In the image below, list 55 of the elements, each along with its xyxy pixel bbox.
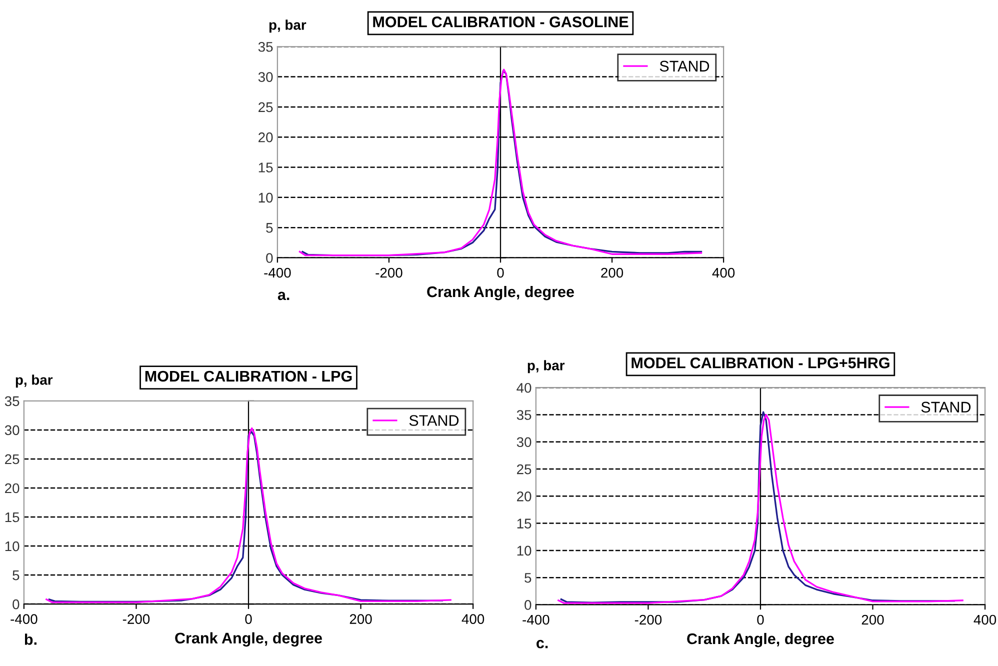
x-axis-title: Crank Angle, degree (427, 286, 574, 300)
x-axis-title: Crank Angle, degree (687, 632, 834, 648)
legend-label: STAND (409, 415, 459, 426)
x-tick-label: -400 (10, 614, 38, 624)
x-tick-label: 400 (462, 614, 484, 624)
legend-label: STAND (660, 60, 710, 72)
x-tick-label: -400 (264, 268, 291, 278)
x-tick-label: 400 (712, 268, 735, 278)
y-tick-label: 15 (517, 518, 532, 528)
x-tick-label: 400 (974, 614, 996, 625)
y-tick-label: 25 (5, 454, 20, 464)
x-tick-label: -200 (376, 268, 402, 278)
y-tick-label: 5 (12, 570, 20, 580)
y-tick-label: 40 (516, 382, 532, 393)
text: c. (536, 640, 548, 648)
chart-title: MODEL CALIBRATION - GASOLINE (373, 16, 628, 28)
x-tick-label: -200 (122, 614, 150, 624)
y-tick-label: 25 (517, 464, 532, 474)
y-tick-label: 0 (266, 253, 273, 263)
y-tick-label: 35 (516, 410, 532, 420)
y-tick-label: 20 (517, 492, 532, 502)
text: b. (24, 634, 36, 645)
y-tick-label: 30 (258, 72, 273, 82)
y-tick-label: 15 (5, 512, 20, 522)
y-axis-title: p, bar (16, 374, 53, 388)
chart-title: MODEL CALIBRATION - LPG+5HRG (632, 358, 890, 368)
y-tick-label: 35 (258, 42, 273, 52)
y-tick-label: 0 (12, 599, 20, 610)
x-tick-label: -400 (522, 614, 550, 625)
y-tick-label: 10 (258, 192, 273, 203)
x-tick-label: 0 (245, 614, 252, 624)
y-tick-label: 15 (258, 162, 273, 172)
y-tick-label: 0 (524, 600, 532, 610)
x-axis-title: Crank Angle, degree (175, 632, 322, 647)
x-tick-label: 200 (350, 614, 372, 624)
y-tick-label: 25 (258, 102, 273, 112)
x-tick-label: 200 (601, 268, 624, 278)
x-tick-label: 200 (862, 614, 884, 625)
y-axis-title: p, bar (269, 20, 306, 33)
y-tick-label: 30 (4, 425, 20, 436)
y-tick-label: 10 (5, 541, 20, 552)
x-tick-label: 0 (757, 614, 764, 625)
y-tick-label: 5 (524, 573, 532, 583)
legend-label: STAND (921, 402, 971, 413)
y-tick-label: 10 (517, 546, 532, 556)
y-tick-label: 20 (5, 483, 20, 494)
x-tick-label: -200 (634, 614, 662, 625)
y-tick-label: 30 (516, 437, 532, 448)
y-axis-title: p, bar (528, 360, 565, 374)
y-tick-label: 20 (258, 132, 273, 142)
text: a. (278, 292, 290, 300)
y-tick-label: 35 (4, 396, 20, 406)
chart-title: MODEL CALIBRATION - LPG (145, 370, 352, 382)
y-tick-label: 5 (266, 223, 273, 233)
x-tick-label: 0 (497, 268, 504, 278)
